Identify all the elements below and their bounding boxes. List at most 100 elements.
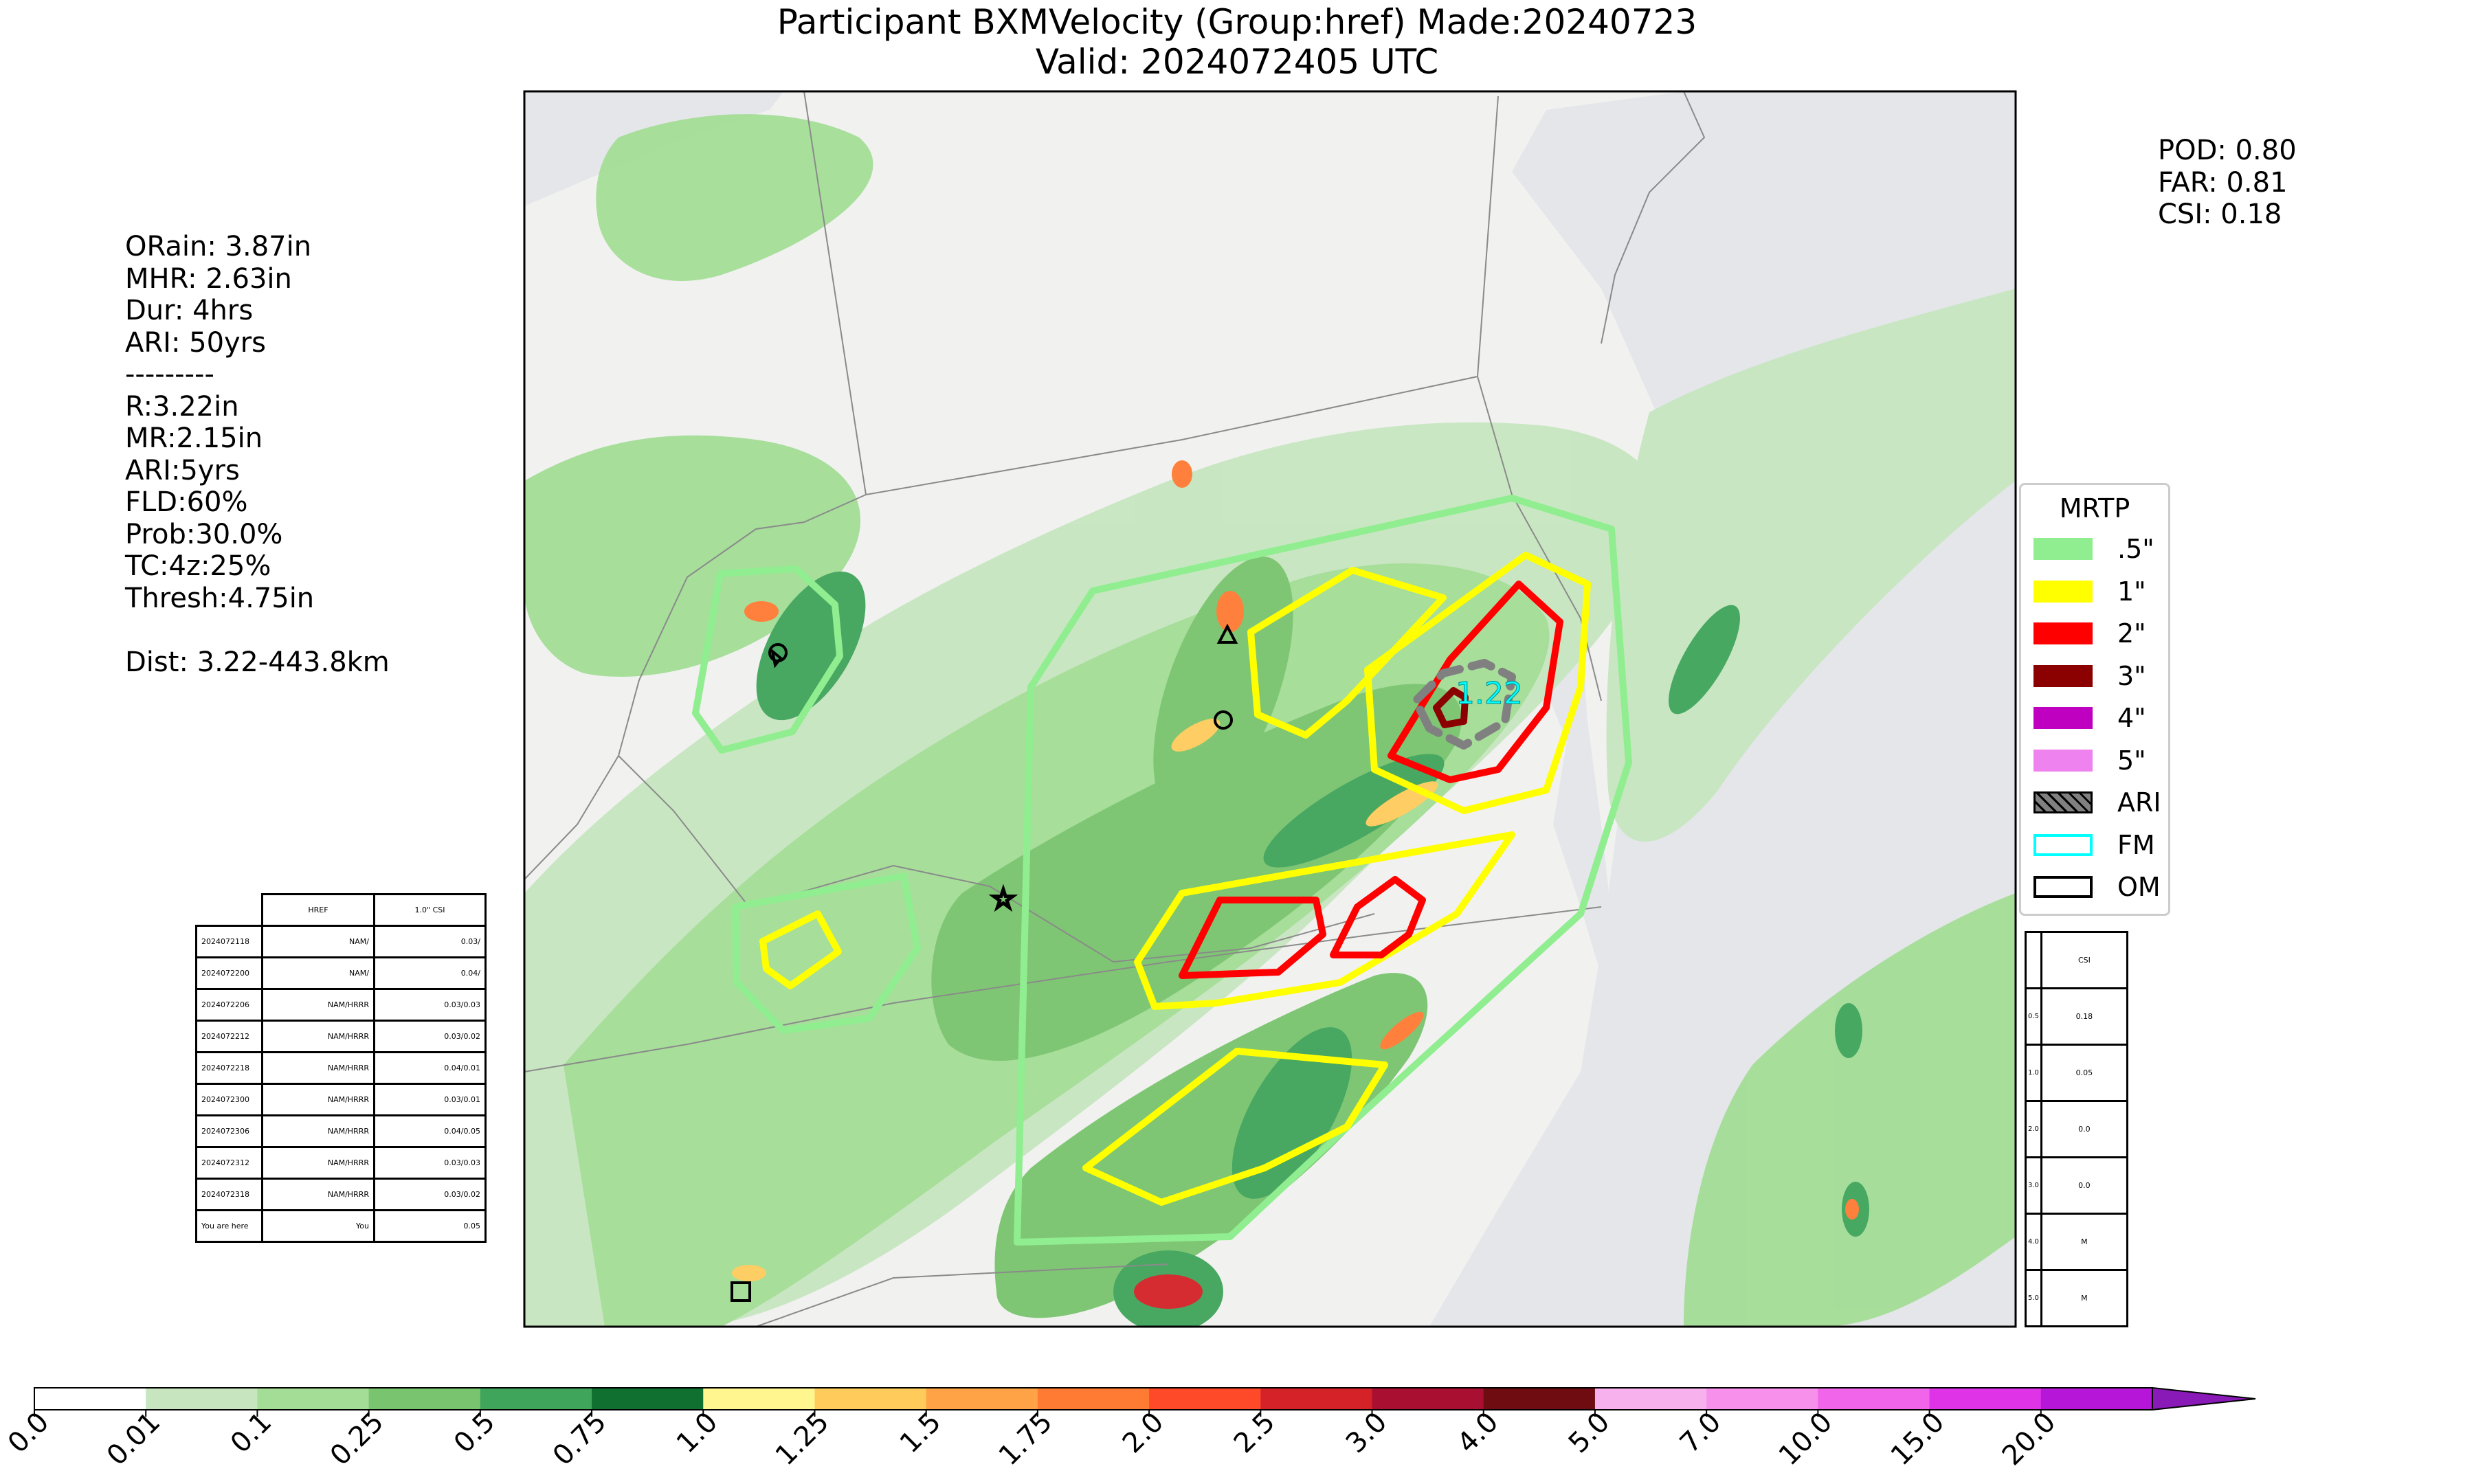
table-cell: 0.04/0.05 — [373, 1114, 487, 1148]
table-cell: 5.0 — [2025, 1269, 2042, 1327]
colorbar-segment — [368, 1388, 481, 1410]
colorbar-segment — [592, 1388, 704, 1410]
table-cell: 2024072218 — [195, 1051, 263, 1085]
table-cell: You — [261, 1209, 375, 1243]
colorbar-segment — [814, 1388, 927, 1410]
table-cell: 0.18 — [2040, 987, 2128, 1046]
table-row: 2024072306 NAM/HRRR 0.04/0.05 — [195, 1114, 487, 1148]
table-cell: NAM/ — [261, 956, 375, 990]
legend-item: ARI — [2033, 781, 2161, 824]
verification-stats: POD: 0.80 FAR: 0.81 CSI: 0.18 — [2158, 135, 2297, 231]
contour-three-inch — [1433, 687, 1469, 728]
table-cell: 1.0 — [2025, 1044, 2042, 1102]
table-cell: 0.03/ — [373, 925, 487, 958]
table-cell: M — [2040, 1269, 2128, 1327]
table-cell: 0.03/0.03 — [373, 988, 487, 1022]
table-cell: 2024072318 — [195, 1178, 263, 1211]
state-borders — [524, 91, 1706, 1327]
contour-two-inch-north — [1388, 581, 1563, 783]
table-cell: 0.03/0.02 — [373, 1020, 487, 1053]
table-row: 1.0 0.05 — [2025, 1044, 2128, 1102]
rain-stat-line: ORain: 3.87in — [125, 231, 312, 262]
rain-stat-line: Thresh:4.75in — [125, 582, 315, 614]
legend-title: MRTP — [2059, 493, 2130, 524]
table-header-cell: 1.0" CSI — [373, 893, 487, 927]
verification-stat-line: CSI: 0.18 — [2158, 199, 2282, 230]
legend-swatch — [2033, 664, 2093, 687]
rain-stat-line: MHR: 2.63in — [125, 262, 292, 295]
table-row: 5.0 M — [2025, 1269, 2128, 1327]
legend-swatch — [2033, 791, 2093, 813]
table-cell: NAM/HRRR — [261, 1083, 375, 1116]
table-cell: 0.05 — [373, 1209, 487, 1243]
table-cell: 3.0 — [2025, 1156, 2042, 1215]
ari-outline — [1412, 659, 1516, 750]
legend-item: OM — [2033, 866, 2161, 908]
table-cell: 2.0 — [2025, 1100, 2042, 1158]
table-row: 2024072212 NAM/HRRR 0.03/0.02 — [195, 1020, 487, 1053]
href-csi-table: HREF 1.0" CSI 2024072118 NAM/0.03/202407220… — [195, 893, 487, 1243]
rain-stat-line: --------- — [125, 359, 214, 390]
valid-time: Valid: 2024072405 UTC — [1035, 42, 1439, 82]
legend-item: FM — [2033, 824, 2155, 866]
colorbar — [34, 1386, 2256, 1417]
rain-stat-line: Dist: 3.22-443.8km — [125, 646, 390, 678]
legend-label: ARI — [2117, 787, 2161, 818]
legend-label: .5" — [2117, 534, 2154, 564]
legend-item: 2" — [2033, 612, 2146, 655]
table-cell: 2024072312 — [195, 1146, 263, 1180]
colorbar-segment — [1818, 1388, 1930, 1410]
contour-two-inch-east — [1330, 876, 1426, 958]
legend-item: .5" — [2033, 528, 2154, 570]
table-cell: NAM/HRRR — [261, 1020, 375, 1053]
colorbar-segment — [1260, 1388, 1373, 1410]
rain-stat-line: ARI: 50yrs — [125, 326, 266, 359]
verification-stat-line: POD: 0.80 — [2158, 135, 2297, 166]
table-row: 2024072318 NAM/HRRR 0.03/0.02 — [195, 1178, 487, 1211]
mrtp-contours — [692, 495, 1632, 1246]
table-row: 2024072312 NAM/HRRR 0.03/0.03 — [195, 1146, 487, 1180]
rain-stats: ORain: 3.87in MHR: 2.63in Dur: 4hrs ARI: 50… — [125, 231, 390, 678]
contour-two-inch-center — [1179, 897, 1326, 979]
colorbar-extend-arrow — [2152, 1386, 2256, 1411]
contour-half-inch-southwest — [732, 873, 921, 1034]
map-title: Participant BXMVelocity (Group:href) Mad… — [777, 2, 1697, 42]
table-header-cell — [2025, 931, 2042, 989]
table-row: 2024072200 NAM/0.04/ — [195, 956, 487, 990]
obs-marker — [770, 647, 783, 668]
map-frame — [523, 90, 2017, 1328]
table-row: 0.5 0.18 — [2025, 987, 2128, 1046]
colorbar-segment — [926, 1388, 1038, 1410]
rain-stat-line: TC:4z:25% — [125, 550, 271, 582]
colorbar-segment — [1706, 1388, 1818, 1410]
contour-one-inch-northeast — [1364, 552, 1591, 814]
table-cell: 2024072206 — [195, 988, 263, 1022]
legend-swatch — [2033, 538, 2093, 560]
table-row: 2024072206 NAM/HRRR 0.03/0.03 — [195, 988, 487, 1022]
colorbar-segment — [1149, 1388, 1261, 1410]
table-row: You are here You 0.05 — [195, 1209, 487, 1243]
contour-one-inch-south — [1082, 1048, 1388, 1206]
table-cell: NAM/HRRR — [261, 1114, 375, 1148]
contour-half-inch-main — [1014, 495, 1632, 1246]
contour-one-inch-west — [759, 910, 842, 989]
legend-item: 1" — [2033, 570, 2146, 613]
table-header-cell: HREF — [261, 893, 375, 927]
colorbar-frame — [34, 1387, 2153, 1410]
rain-stat-line: FLD:60% — [125, 486, 248, 518]
star-marker: ☆ — [991, 884, 1016, 915]
contour-half-inch-west — [692, 565, 843, 754]
table-header-cell — [196, 894, 263, 927]
obs-marker — [1216, 623, 1238, 644]
table-cell: M — [2040, 1213, 2128, 1271]
colorbar-segment — [34, 1388, 146, 1410]
legend-item: 3" — [2033, 655, 2146, 697]
table-cell: 0.04/0.01 — [373, 1051, 487, 1085]
table-cell: NAM/HRRR — [261, 988, 375, 1022]
verification-stat-line: FAR: 0.81 — [2158, 166, 2288, 199]
colorbar-segment — [1372, 1388, 1484, 1410]
table-cell: NAM/ — [261, 925, 375, 958]
table-cell: 2024072300 — [195, 1083, 263, 1116]
legend-swatch — [2033, 580, 2093, 603]
